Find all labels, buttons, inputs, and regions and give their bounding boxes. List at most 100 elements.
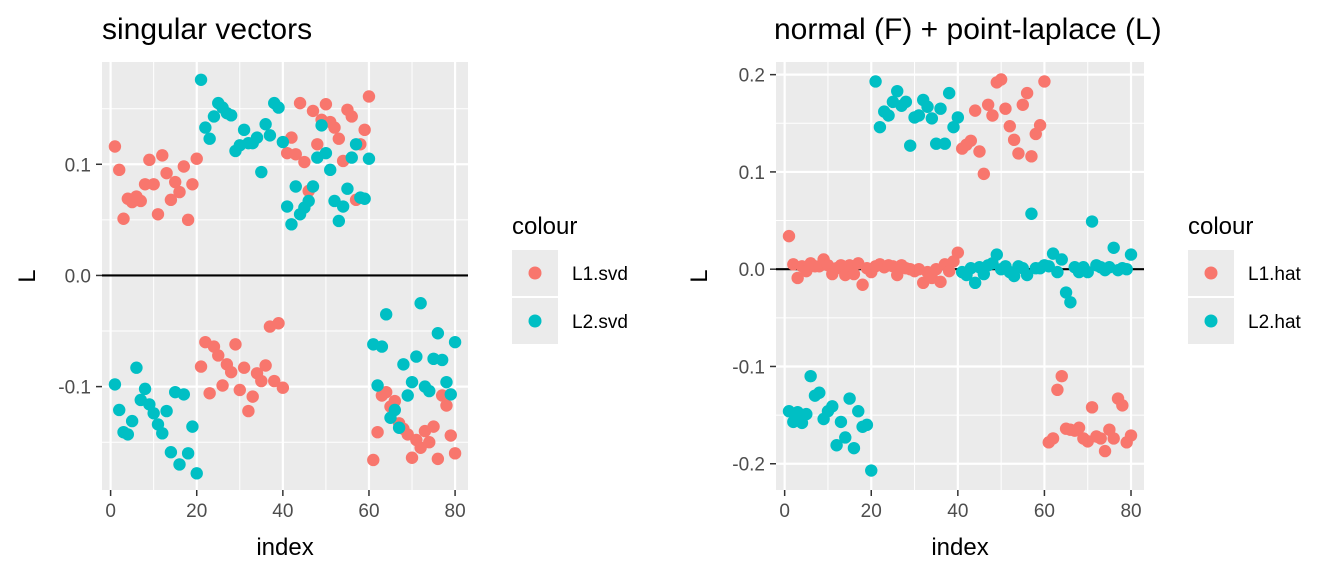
chart-title: normal (F) + point-laplace (L) [774, 13, 1162, 46]
point-l2-svd [285, 218, 298, 231]
point-l1-svd [319, 98, 333, 111]
point-l1-svd [229, 338, 242, 351]
point-l1-svd [143, 153, 156, 167]
point-l2-svd [160, 404, 173, 418]
point-l1-svd [371, 425, 384, 439]
point-l2-hat [951, 111, 965, 124]
point-l2-hat [826, 400, 839, 413]
point-l1-svd [332, 132, 346, 145]
point-l1-svd [298, 155, 311, 169]
legend-title: colour [512, 213, 577, 240]
point-l2-hat [852, 405, 865, 418]
point-l1-hat [1107, 432, 1120, 445]
point-l2-svd [224, 109, 238, 122]
point-l2-svd [397, 358, 410, 371]
point-l1-svd [190, 152, 203, 165]
point-l2-hat [830, 439, 843, 452]
point-l2-svd [125, 414, 139, 428]
chart-title: singular vectors [102, 13, 312, 46]
x-axis-title: index [931, 534, 988, 561]
point-l1-hat [847, 267, 861, 281]
point-l1-svd [440, 399, 453, 412]
point-l1-svd [138, 178, 152, 191]
point-l1-hat [964, 134, 978, 147]
point-l2-svd [121, 428, 135, 441]
point-l1-svd [268, 374, 281, 388]
point-l2-hat [869, 75, 882, 88]
point-l2-svd [255, 165, 268, 179]
point-l1-svd [367, 453, 380, 467]
point-l2-svd [113, 403, 126, 417]
point-l2-svd [302, 194, 315, 208]
x-tick-label: 40 [272, 501, 293, 522]
x-tick-label: 60 [358, 501, 379, 522]
point-l1-hat [1094, 432, 1107, 445]
point-l2-hat [904, 139, 917, 152]
point-l2-hat [938, 137, 952, 150]
point-l2-svd [448, 335, 462, 349]
y-tick-label: 0.0 [739, 260, 765, 281]
point-l1-svd [448, 447, 462, 460]
point-l2-svd [186, 420, 199, 433]
point-l2-svd [190, 467, 203, 480]
point-l2-hat [1051, 265, 1064, 279]
point-l1-hat [973, 145, 986, 158]
x-axis-title: index [256, 534, 313, 561]
point-l2-svd [280, 200, 294, 213]
point-l2-svd [405, 375, 419, 389]
legend-label-l2-svd: L2.svd [572, 312, 628, 333]
point-l2-svd [362, 152, 376, 165]
point-l2-svd [388, 403, 401, 417]
point-l2-svd [324, 163, 337, 177]
point-l2-svd [379, 308, 393, 321]
point-l2-svd [401, 389, 414, 402]
point-l2-svd [177, 388, 191, 401]
legend-label-l1-svd: L1.svd [572, 264, 628, 285]
point-l1-svd [224, 365, 238, 379]
point-l1-hat [951, 246, 965, 259]
point-l2-hat [1055, 253, 1068, 266]
point-l1-hat [977, 167, 991, 181]
axis-ticks: 0 20 40 60 80 -0.1 0.0 0.1 [58, 155, 465, 522]
point-l2-svd [263, 129, 277, 142]
x-tick-label: 60 [1034, 501, 1055, 522]
point-l2-svd [199, 121, 212, 134]
point-l1-svd [237, 361, 251, 374]
point-l2-hat [882, 109, 895, 122]
point-l1-hat [1012, 147, 1025, 160]
point-l2-hat [834, 415, 848, 429]
point-l2-hat [813, 386, 826, 399]
point-l1-svd [328, 121, 341, 134]
point-l1-svd [388, 394, 401, 408]
point-l1-svd [212, 349, 225, 362]
point-l1-svd [108, 140, 122, 153]
grid-lines [776, 62, 1144, 490]
point-l1-svd [164, 193, 178, 207]
x-tick-label: 0 [105, 501, 116, 522]
point-l1-svd [113, 163, 126, 177]
point-l1-hat [1016, 98, 1029, 112]
y-axis-title: L [686, 269, 713, 282]
point-l2-svd [306, 180, 320, 193]
point-l1-svd [306, 104, 320, 118]
chart-normal-point-laplace: normal (F) + point-laplace (L) 0 20 40 60 80… [686, 13, 1302, 561]
point-l2-hat [800, 407, 813, 421]
point-l2-svd [431, 327, 445, 340]
x-tick-label: 20 [186, 501, 207, 522]
point-l1-svd [345, 110, 358, 123]
y-tick-label: 0.0 [65, 266, 91, 287]
point-l1-hat [994, 73, 1008, 86]
x-tick-label: 0 [779, 501, 790, 522]
point-l2-hat [1020, 268, 1034, 282]
point-l2-svd [444, 388, 457, 401]
point-l1-hat [1025, 150, 1038, 163]
point-l1-hat [1020, 86, 1034, 100]
point-l2-svd [181, 447, 195, 460]
point-l2-hat [929, 137, 943, 150]
point-l2-svd [272, 101, 285, 114]
point-l1-svd [160, 166, 173, 180]
point-l2-svd [435, 353, 449, 367]
point-l2-svd [276, 135, 290, 149]
point-l2-svd [289, 180, 302, 193]
legend-title: colour [1188, 213, 1253, 240]
